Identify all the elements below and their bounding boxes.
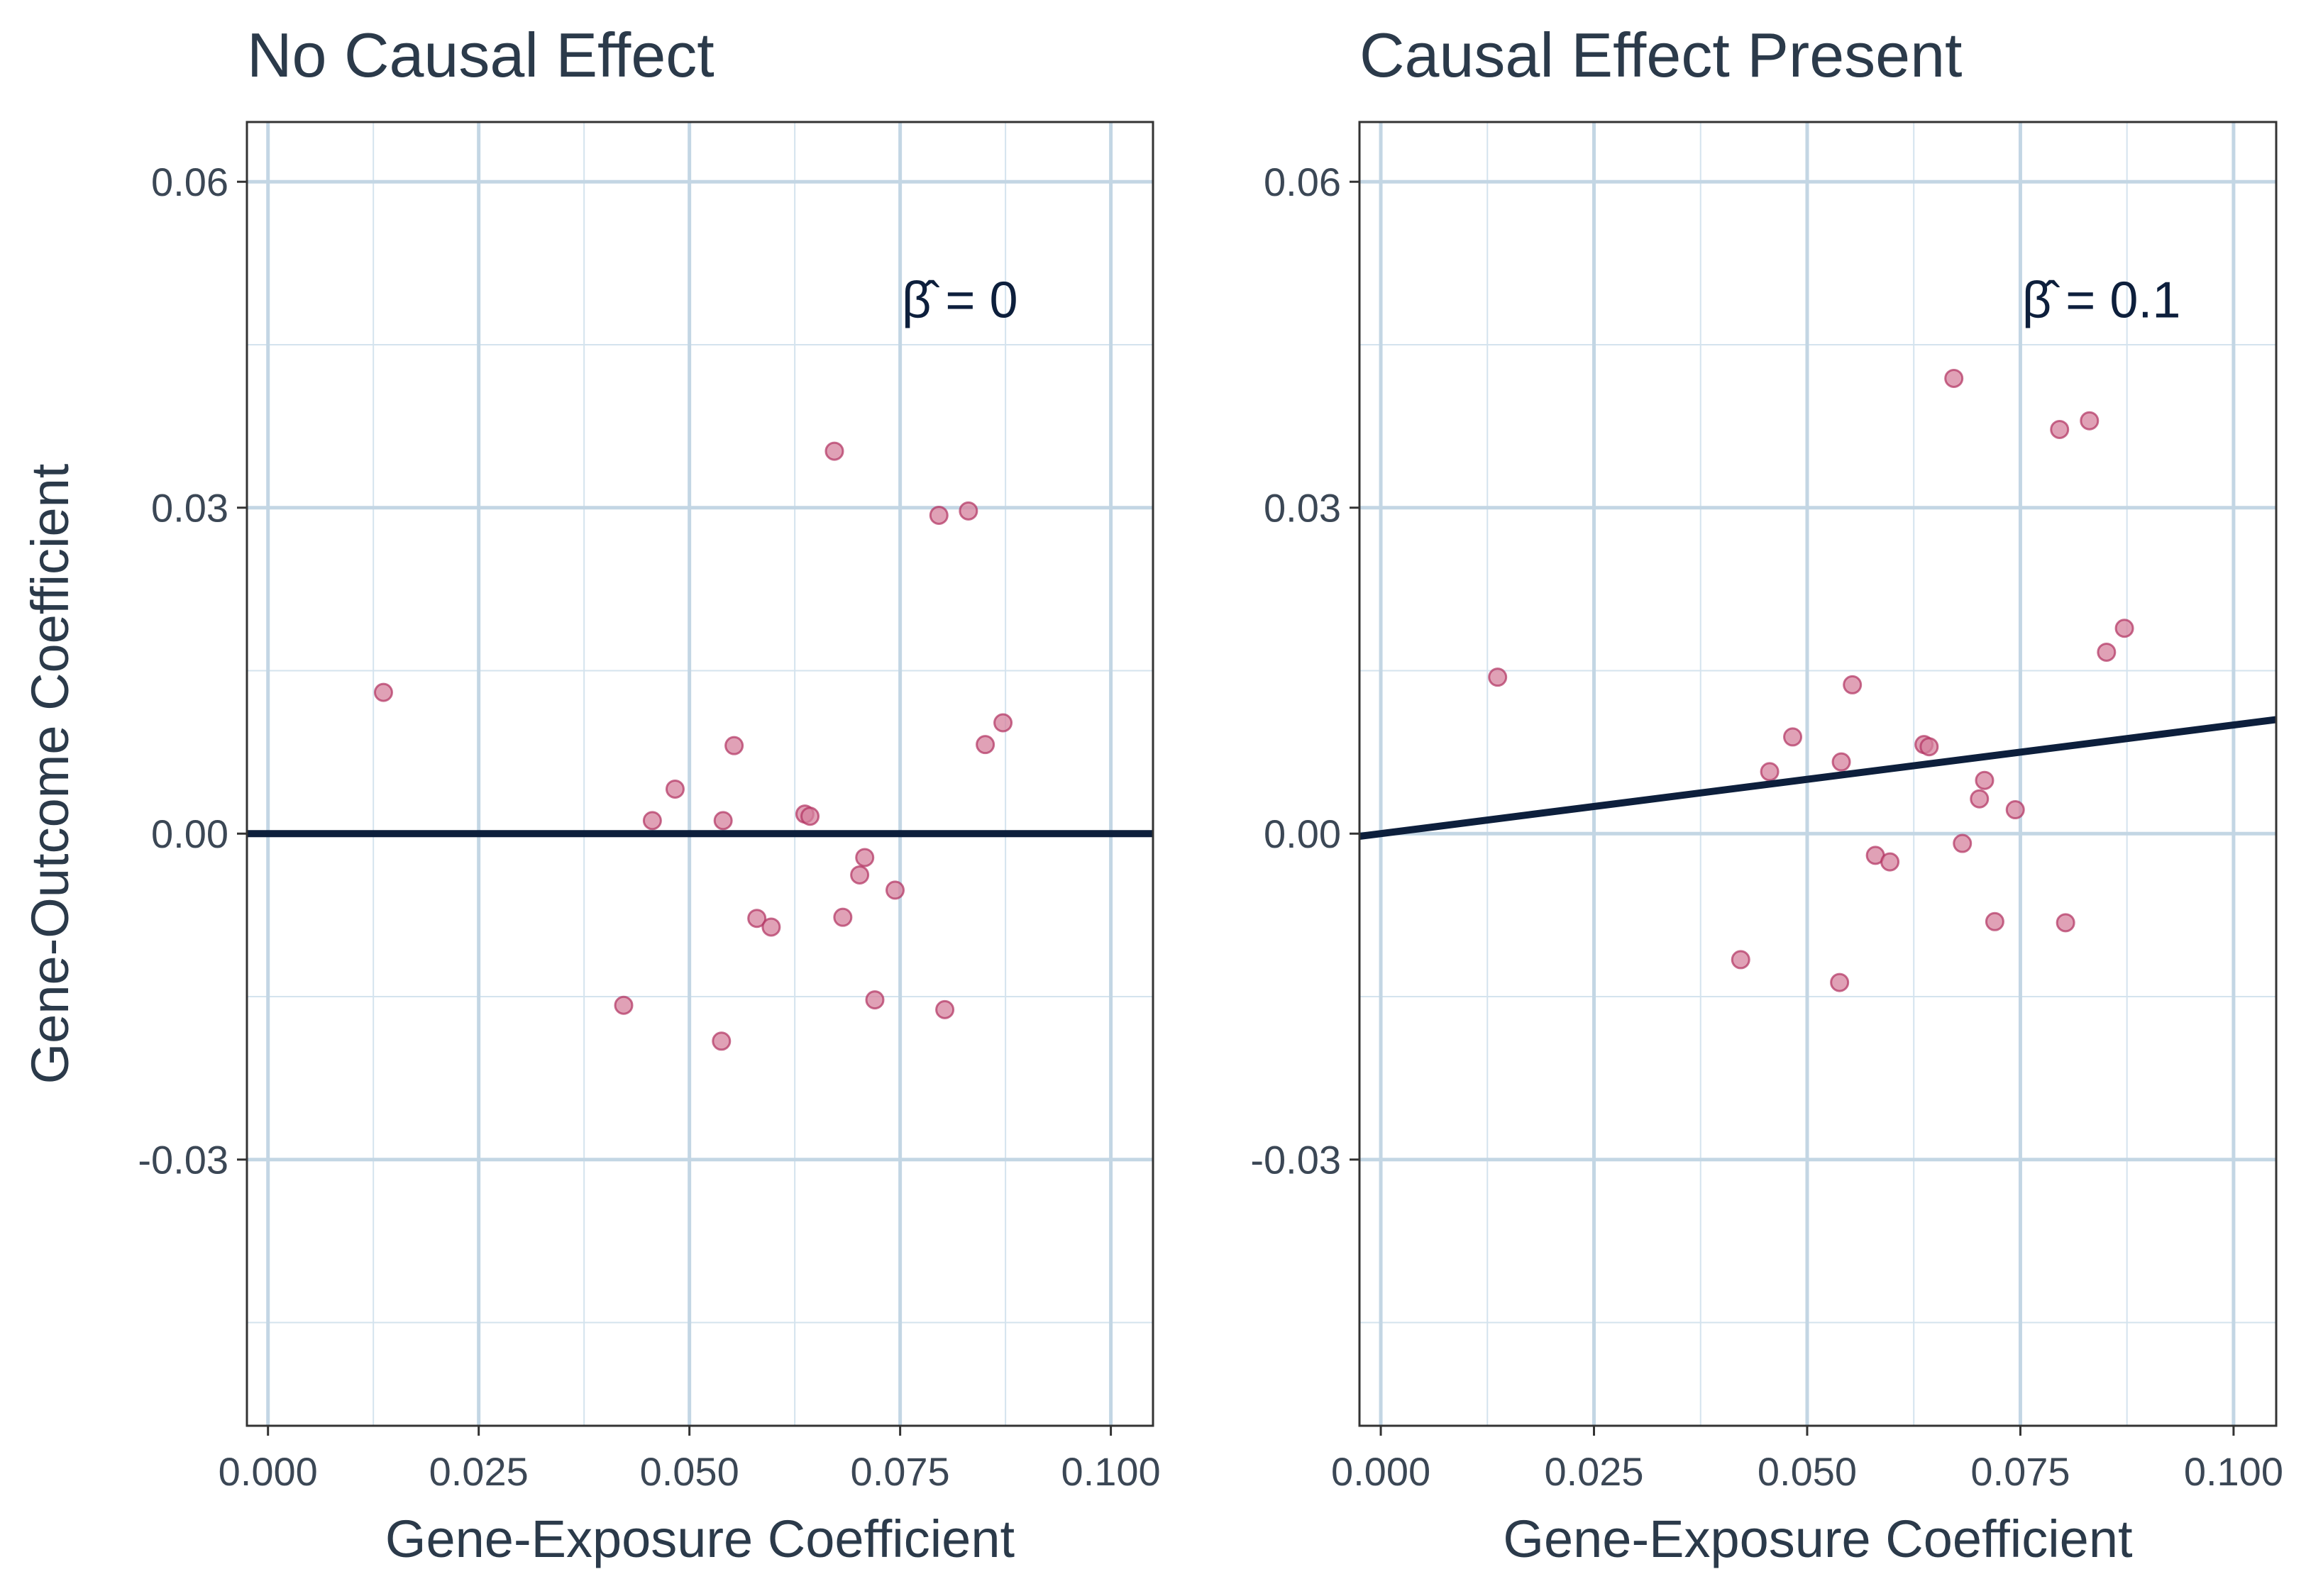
data-point — [2050, 419, 2070, 439]
data-point — [761, 917, 781, 937]
data-point — [824, 441, 844, 461]
x-tick-label: 0.075 — [1970, 1449, 2070, 1494]
x-tick-label: 0.000 — [1331, 1449, 1430, 1494]
data-point — [1970, 789, 1990, 809]
y-axis-title: Gene-Outcome Coefficient — [21, 463, 79, 1084]
y-tick-label: 0.06 — [1264, 160, 1341, 204]
data-point — [2005, 800, 2025, 820]
panel-no-causal-effect: 0.000 0.025 0.050 0.075 0.100 -0.03 0.00 0.03 0.… — [138, 20, 1160, 1568]
y-tick-label: 0.00 — [1264, 811, 1341, 856]
x-tick-label: 0.100 — [1061, 1449, 1161, 1494]
beta-annotation: β̂ = 0 — [902, 272, 1018, 329]
y-tick-label: 0.03 — [1264, 486, 1341, 531]
data-point — [935, 999, 955, 1019]
data-point — [993, 713, 1013, 733]
data-point — [713, 811, 733, 831]
data-point — [1831, 752, 1851, 772]
data-point — [1953, 833, 1973, 853]
y-tick-label: 0.06 — [151, 160, 228, 204]
data-point — [1731, 950, 1750, 970]
data-point — [1944, 368, 1964, 388]
data-point — [373, 682, 393, 702]
panel-title: Causal Effect Present — [1359, 20, 1963, 90]
data-point — [724, 736, 744, 755]
data-point — [833, 907, 853, 927]
data-point — [1783, 727, 1803, 747]
panel-border — [1358, 121, 2278, 1427]
data-point — [614, 995, 634, 1015]
data-point — [850, 865, 870, 885]
data-point — [1880, 852, 1900, 872]
y-tick-label: 0.00 — [151, 811, 228, 856]
data-point — [2114, 619, 2134, 638]
data-point — [1488, 667, 1508, 687]
data-point — [747, 909, 767, 929]
data-point — [865, 990, 885, 1010]
x-tick-label: 0.025 — [1544, 1449, 1643, 1494]
x-tick-label: 0.075 — [851, 1449, 950, 1494]
panel-causal-effect-present: 0.000 0.025 0.050 0.075 0.100 -0.03 0.00 0.03 0.… — [1250, 20, 2283, 1568]
data-point — [1919, 737, 1939, 757]
data-points — [373, 441, 1013, 1051]
data-point — [800, 807, 820, 826]
x-tick-label: 0.025 — [429, 1449, 529, 1494]
data-point — [1975, 770, 1995, 790]
data-point — [1843, 675, 1863, 694]
data-point — [642, 811, 662, 831]
x-axis-title: Gene-Exposure Coefficient — [385, 1509, 1015, 1568]
x-tick-label: 0.050 — [640, 1449, 739, 1494]
data-point — [2080, 411, 2100, 431]
data-point — [1985, 911, 2004, 931]
data-point — [886, 880, 905, 900]
x-tick-label: 0.050 — [1758, 1449, 1857, 1494]
data-point — [976, 735, 995, 755]
panel-border — [246, 121, 1154, 1427]
data-point — [2056, 913, 2075, 933]
data-point — [2097, 642, 2117, 662]
panel-title: No Causal Effect — [247, 20, 715, 90]
data-point — [712, 1031, 732, 1051]
y-tick-label: 0.03 — [151, 486, 228, 531]
grid-lines — [247, 122, 1153, 1426]
data-points — [1488, 368, 2134, 992]
x-tick-label: 0.000 — [219, 1449, 318, 1494]
data-point — [665, 779, 685, 799]
data-point — [929, 505, 949, 525]
data-point — [959, 501, 978, 521]
beta-annotation: β̂ = 0.1 — [2022, 272, 2181, 329]
data-point — [855, 848, 875, 868]
x-tick-label: 0.100 — [2184, 1449, 2283, 1494]
data-point — [1830, 972, 1850, 992]
y-tick-label: -0.03 — [1250, 1138, 1341, 1182]
fit-line — [1359, 716, 2276, 841]
data-point — [1760, 762, 1780, 782]
x-axis-title: Gene-Exposure Coefficient — [1503, 1509, 2133, 1568]
grid-lines — [1359, 122, 2276, 1426]
y-tick-label: -0.03 — [138, 1138, 228, 1182]
